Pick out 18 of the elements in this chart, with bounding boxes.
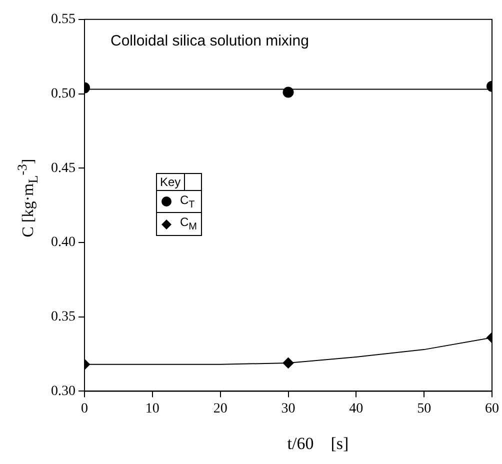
x-tick-label: 60 xyxy=(485,401,499,416)
y-tick-label: 0.40 xyxy=(51,235,76,250)
annotation: Colloidal silica solution mixing xyxy=(110,32,309,50)
x-tick-label: 0 xyxy=(81,401,88,416)
legend-label: C$_{T}$ xyxy=(180,193,195,210)
x-tick-label: 30 xyxy=(281,401,296,416)
legend-title: Key xyxy=(156,174,185,190)
y-tick-label: 0.45 xyxy=(51,160,76,176)
x-tick-label: 10 xyxy=(145,401,160,416)
y-tick-label: 0.50 xyxy=(51,86,76,102)
y-tick-label: 0.55 xyxy=(51,12,76,28)
y-tick-label: 0.30 xyxy=(51,384,76,399)
y-tick-label: 0.35 xyxy=(51,310,76,325)
legend-label: C$_{M}$ xyxy=(180,215,198,233)
x-tick-label: 40 xyxy=(349,401,364,416)
x-axis-title: t/60 [s] xyxy=(287,434,349,454)
x-tick-label: 50 xyxy=(417,401,432,416)
x-tick-label: 20 xyxy=(213,401,228,416)
